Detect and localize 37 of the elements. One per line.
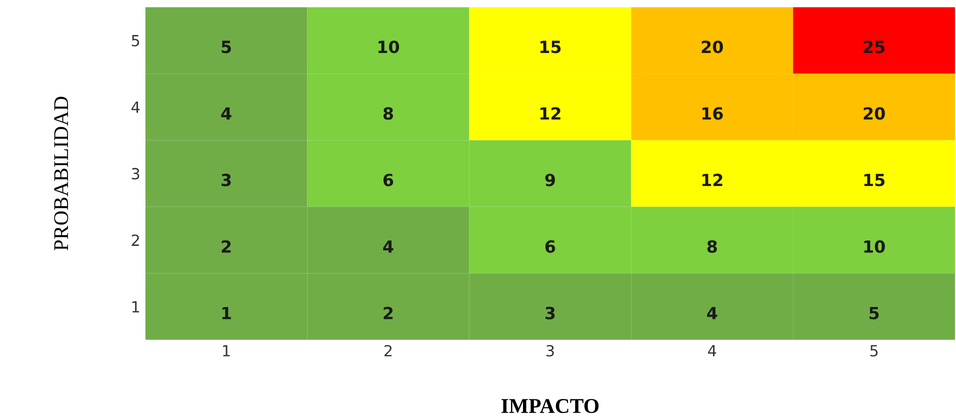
- data-label: 20: [702, 40, 723, 54]
- data-label: 1: [222, 306, 231, 320]
- y-axis-title: PROBABILIDAD: [54, 96, 68, 250]
- data-label: 6: [545, 240, 556, 253]
- data-label: 4: [221, 107, 232, 120]
- y-tick-label: 3: [132, 168, 140, 180]
- data-label: 25: [864, 40, 885, 54]
- x-tick-label: 2: [384, 344, 392, 356]
- data-label: 10: [378, 40, 400, 54]
- x-tick-label: 1: [223, 345, 230, 356]
- y-tick-label: 1: [132, 301, 140, 312]
- y-tick-label: 2: [132, 234, 139, 246]
- data-label: 20: [864, 107, 885, 120]
- data-label: 15: [540, 40, 561, 54]
- data-label: 4: [383, 240, 394, 253]
- data-label: 6: [383, 174, 394, 186]
- data-label: 8: [383, 107, 393, 120]
- data-label: 2: [384, 306, 393, 320]
- data-label: 15: [864, 174, 885, 186]
- x-tick-label: 3: [546, 344, 554, 357]
- x-tick-label: 5: [870, 345, 878, 357]
- data-label: 2: [222, 240, 231, 253]
- data-label: 5: [222, 40, 231, 54]
- x-axis-title: IMPACTO: [501, 399, 599, 414]
- data-label: 8: [707, 240, 717, 253]
- data-label: 10: [864, 240, 885, 253]
- data-label: 3: [545, 306, 555, 320]
- data-label: 16: [702, 107, 723, 120]
- data-label: 9: [545, 174, 555, 186]
- y-tick-label: 5: [132, 35, 140, 46]
- data-label: 3: [222, 174, 231, 186]
- data-label: 4: [707, 306, 718, 320]
- data-label: 12: [702, 174, 722, 186]
- data-label: 5: [870, 306, 879, 320]
- data-label: 12: [540, 107, 560, 120]
- x-tick-label: 4: [708, 345, 716, 356]
- y-tick-label: 4: [131, 102, 140, 113]
